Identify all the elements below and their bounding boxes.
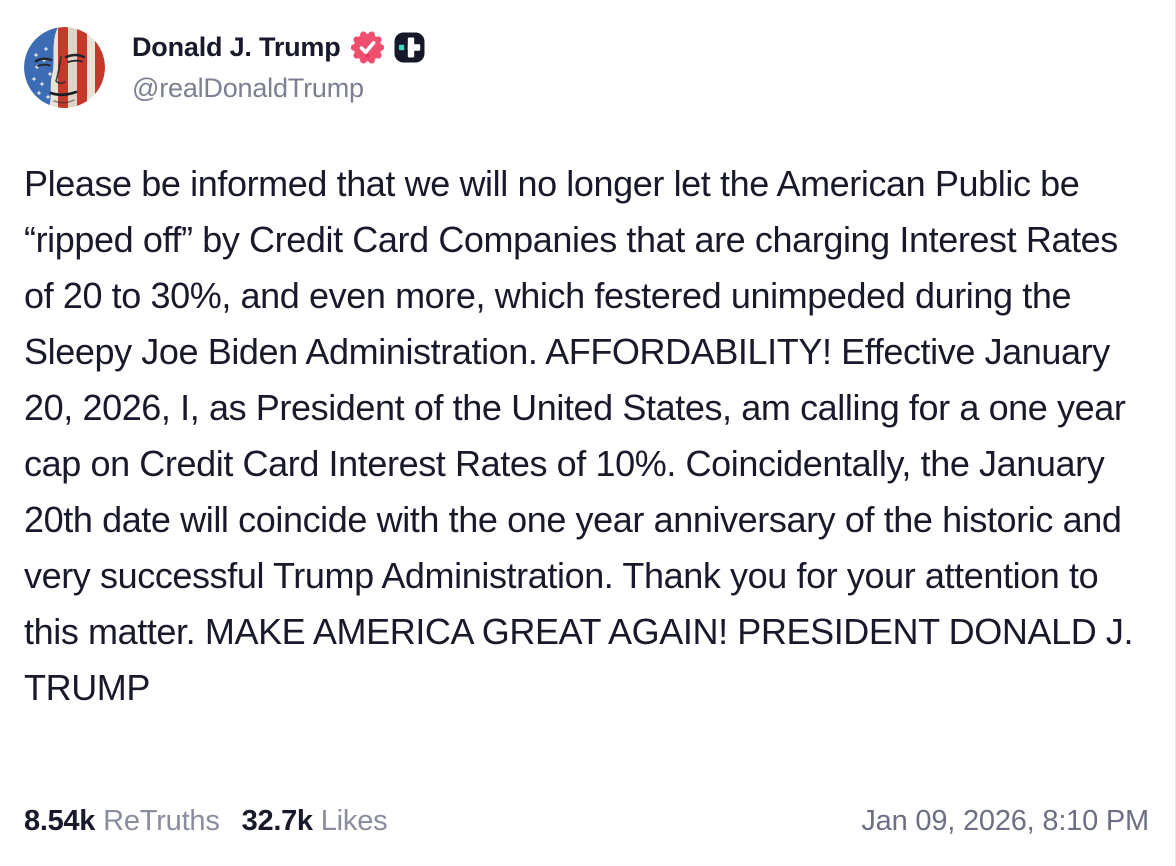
retruths-count: 8.54k — [24, 805, 96, 837]
post-header: Donald J. Trump — [24, 27, 1149, 108]
author-handle[interactable]: @realDonaldTrump — [132, 73, 364, 103]
retruths-label: ReTruths — [103, 805, 220, 837]
verified-badge-icon — [350, 31, 384, 64]
avatar[interactable] — [24, 27, 105, 108]
author-display-name[interactable]: Donald J. Trump — [132, 32, 341, 62]
likes-label: Likes — [320, 805, 388, 837]
likes-stat[interactable]: 32.7k Likes — [242, 805, 388, 838]
likes-count: 32.7k — [241, 805, 313, 837]
trump-flag-avatar-image — [24, 27, 105, 108]
post-body-text: Please be informed that we will no longe… — [24, 163, 1143, 708]
post-footer: 8.54k ReTruths 32.7k Likes Jan 09, 2026, 8… — [24, 805, 1149, 838]
truth-plus-badge-icon — [394, 32, 425, 63]
author-name-row: Donald J. Trump — [132, 31, 425, 64]
author-block: Donald J. Trump — [132, 31, 425, 104]
post-stats: 8.54k ReTruths 32.7k Likes — [24, 805, 388, 838]
retruths-stat[interactable]: 8.54k ReTruths — [24, 805, 220, 838]
post-timestamp: Jan 09, 2026, 8:10 PM — [861, 805, 1149, 837]
